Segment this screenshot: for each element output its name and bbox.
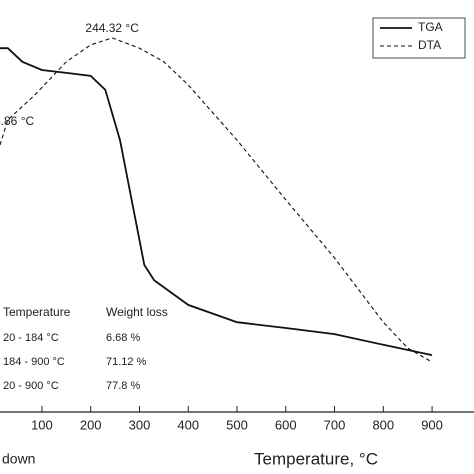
x-tick-label: 600 [275,417,297,432]
line-0 [0,47,433,356]
table-cell: 6.68 % [106,332,140,344]
table-header: Temperature [3,305,71,319]
x-tick-label: 300 [129,417,151,432]
table-cell: 77.8 % [106,380,140,392]
table-header: Weight loss [106,305,168,319]
x-axis-label: Temperature, °C [254,449,378,468]
legend-box [372,17,466,59]
legend-label: DTA [418,38,441,52]
table-cell: 71.12 % [106,356,147,368]
x-tick-label: 700 [324,417,346,432]
legend-label: TGA [418,20,443,34]
x-tick-label: 400 [177,417,199,432]
annotation: 244.32 °C [85,21,139,35]
x-tick-label: 800 [372,417,394,432]
x-tick-label: 200 [80,417,102,432]
line-1 [0,37,433,363]
x-tick-label: 900 [421,417,443,432]
table-cell: 20 - 184 °C [3,332,59,344]
table-cell: 20 - 900 °C [3,380,59,392]
x-tick-label: 500 [226,417,248,432]
x-tick-label: 100 [31,417,53,432]
caption: down [2,451,35,467]
annotation: 84.86 °C [0,114,34,128]
table-cell: 184 - 900 °C [3,356,65,368]
